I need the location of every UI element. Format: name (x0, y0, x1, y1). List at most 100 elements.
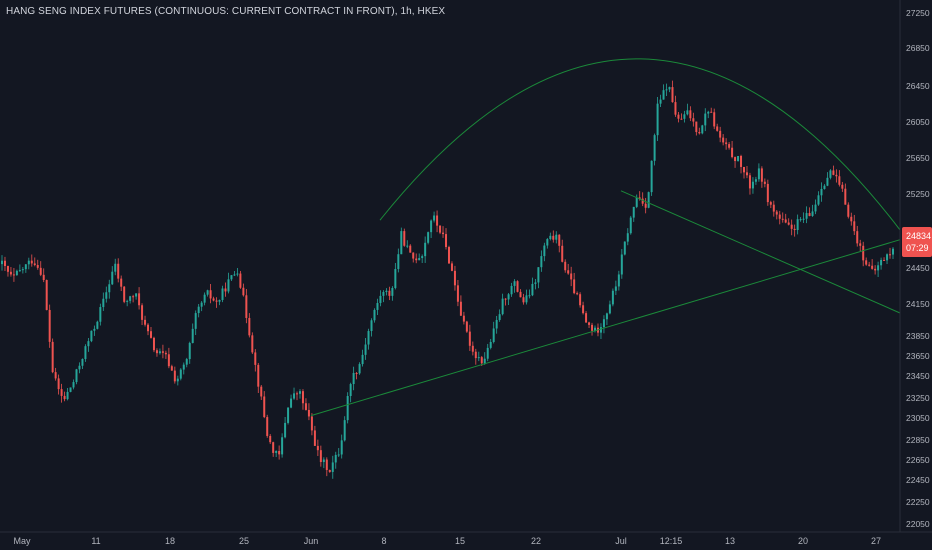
candle-body (24, 264, 27, 270)
candle-body (248, 317, 251, 336)
candle-body (453, 270, 456, 286)
candle-body (745, 172, 748, 176)
candle-body (129, 296, 132, 301)
price-tick-label: 27250 (906, 8, 930, 18)
candle-body (436, 215, 439, 226)
candle-body (114, 263, 117, 272)
candle-body (403, 231, 406, 246)
candle-body (608, 304, 611, 314)
candle-body (93, 328, 96, 331)
candle-body (33, 263, 36, 266)
candle-body (167, 354, 170, 367)
candle-body (507, 294, 510, 300)
candle-body (671, 87, 674, 103)
candle-body (456, 285, 459, 302)
candle-body (552, 235, 555, 240)
candle-body (99, 307, 102, 322)
candle-body (701, 125, 704, 134)
candle-body (266, 417, 269, 436)
candle-body (576, 293, 579, 295)
candle-body (775, 211, 778, 215)
candle-body (516, 281, 519, 292)
arc-drawing[interactable] (379, 58, 901, 231)
candle-body (695, 121, 698, 133)
candle-body (48, 309, 51, 342)
candle-body (18, 270, 21, 272)
candle-body (36, 265, 39, 268)
candle-body (698, 132, 701, 134)
candle-body (859, 243, 862, 246)
candle-body (880, 259, 883, 266)
candle-body (740, 155, 743, 167)
candle-body (674, 102, 677, 115)
trendline[interactable] (310, 239, 901, 417)
candle-body (412, 252, 415, 259)
time-tick-label: 11 (91, 536, 100, 546)
candle-body (877, 265, 880, 271)
candle-body (683, 114, 686, 119)
price-tick-label: 24450 (906, 263, 930, 273)
candle-body (215, 300, 218, 302)
price-tick-label: 23850 (906, 331, 930, 341)
candle-body (6, 266, 9, 272)
time-tick-label: 15 (455, 536, 465, 546)
price-tick-label: 22250 (906, 497, 930, 507)
candle-body (614, 286, 617, 291)
candle-body (492, 328, 495, 342)
candle-body (1, 260, 3, 265)
candle-body (748, 175, 751, 189)
candle-body (206, 290, 209, 295)
candle-body (659, 99, 662, 104)
price-tick-label: 22450 (906, 475, 930, 485)
trendline[interactable] (620, 190, 901, 314)
candle-body (328, 469, 331, 472)
candle-body (549, 235, 552, 240)
candle-body (96, 321, 99, 329)
candle-body (599, 327, 602, 333)
candle-body (123, 286, 126, 302)
candle-body (158, 351, 161, 354)
candle-body (835, 174, 838, 177)
candle-body (635, 197, 638, 207)
candle-body (30, 260, 33, 264)
candle-body (564, 261, 567, 271)
candle-body (704, 113, 707, 126)
candle-body (51, 341, 54, 373)
candle-body (537, 267, 540, 283)
candle-body (847, 204, 850, 217)
candle-body (680, 118, 683, 120)
candle-body (310, 416, 313, 431)
price-tick-label: 23250 (906, 393, 930, 403)
candle-body (766, 183, 769, 203)
candle-body (203, 294, 206, 303)
candle-body (21, 269, 24, 271)
candle-body (149, 331, 152, 338)
candle-body (278, 450, 281, 455)
time-tick-label: Jun (304, 536, 319, 546)
candle-body (713, 112, 716, 127)
candle-body (865, 260, 868, 265)
candle-body (406, 245, 409, 247)
candle-body (236, 273, 239, 275)
candle-body (397, 254, 400, 270)
candle-body (272, 442, 275, 453)
candle-body (546, 239, 549, 246)
candle-body (132, 296, 135, 298)
candles-layer (1, 80, 894, 479)
candle-body (227, 279, 230, 292)
time-tick-label: 25 (239, 536, 249, 546)
candle-body (418, 258, 421, 261)
candle-body (63, 395, 66, 400)
candle-body (316, 445, 319, 451)
time-axis[interactable]: May 11 18 25 Jun 8 15 22 Jul 12:15 13 20 27 (13, 536, 881, 546)
candle-body (313, 430, 316, 446)
candle-body (725, 142, 728, 145)
candle-body (591, 324, 594, 331)
candle-body (242, 287, 245, 296)
time-tick-label: Jul (615, 536, 627, 546)
price-axis[interactable]: 2725026850264502605025650252502485024450… (906, 8, 930, 529)
last-price-badge: 24834 07:29 (902, 227, 932, 257)
candle-body (528, 295, 531, 297)
